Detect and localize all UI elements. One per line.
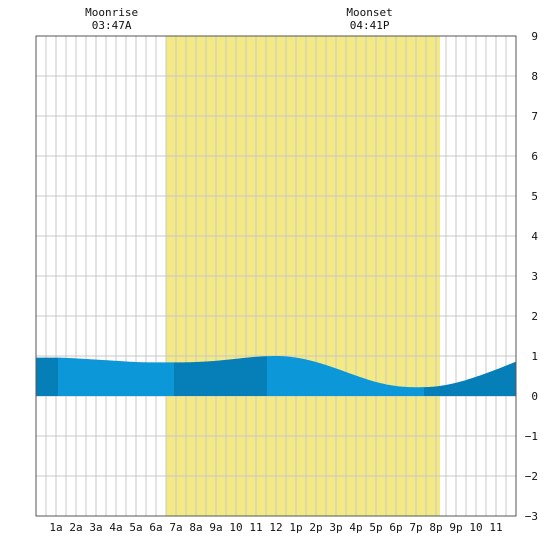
x-tick-label: 2a [69, 521, 82, 534]
x-tick-label: 11 [249, 521, 262, 534]
y-tick-label: 7 [531, 110, 538, 123]
y-tick-label: −1 [525, 430, 538, 443]
tide-area-segment [424, 361, 516, 396]
plot-frame [35, 35, 517, 517]
y-tick-label: 9 [531, 30, 538, 43]
x-tick-label: 5a [129, 521, 142, 534]
y-tick-label: 2 [531, 310, 538, 323]
moonrise-time: 03:47A [92, 19, 132, 32]
y-tick-label: −3 [525, 510, 538, 523]
x-tick-label: 7a [169, 521, 182, 534]
tide-area-segment [267, 356, 424, 396]
x-tick-label: 7p [409, 521, 422, 534]
x-tick-label: 10 [469, 521, 482, 534]
tide-area-segment [36, 357, 58, 396]
x-tick-label: 2p [309, 521, 322, 534]
y-tick-label: 0 [531, 390, 538, 403]
x-tick-label: 3a [89, 521, 102, 534]
x-tick-label: 6p [389, 521, 402, 534]
x-tick-label: 9a [209, 521, 222, 534]
y-tick-label: −2 [525, 470, 538, 483]
y-tick-label: 1 [531, 350, 538, 363]
y-tick-label: 5 [531, 190, 538, 203]
moonset-time: 04:41P [350, 19, 390, 32]
x-tick-label: 12 [269, 521, 282, 534]
y-tick-label: 8 [531, 70, 538, 83]
x-tick-label: 8p [429, 521, 442, 534]
x-tick-label: 1a [49, 521, 62, 534]
moonrise-title: Moonrise [85, 6, 138, 19]
y-tick-label: 6 [531, 150, 538, 163]
y-tick-label: 3 [531, 270, 538, 283]
tide-area-segment [58, 357, 174, 396]
x-tick-label: 4a [109, 521, 122, 534]
x-tick-label: 10 [229, 521, 242, 534]
x-tick-label: 1p [289, 521, 302, 534]
x-tick-label: 6a [149, 521, 162, 534]
x-tick-label: 4p [349, 521, 362, 534]
tide-area-segment [174, 356, 267, 396]
x-tick-label: 9p [449, 521, 462, 534]
x-tick-label: 11 [489, 521, 502, 534]
moonset-title: Moonset [346, 6, 392, 19]
y-tick-label: 4 [531, 230, 538, 243]
x-tick-label: 5p [369, 521, 382, 534]
x-tick-label: 3p [329, 521, 342, 534]
x-tick-label: 8a [189, 521, 202, 534]
